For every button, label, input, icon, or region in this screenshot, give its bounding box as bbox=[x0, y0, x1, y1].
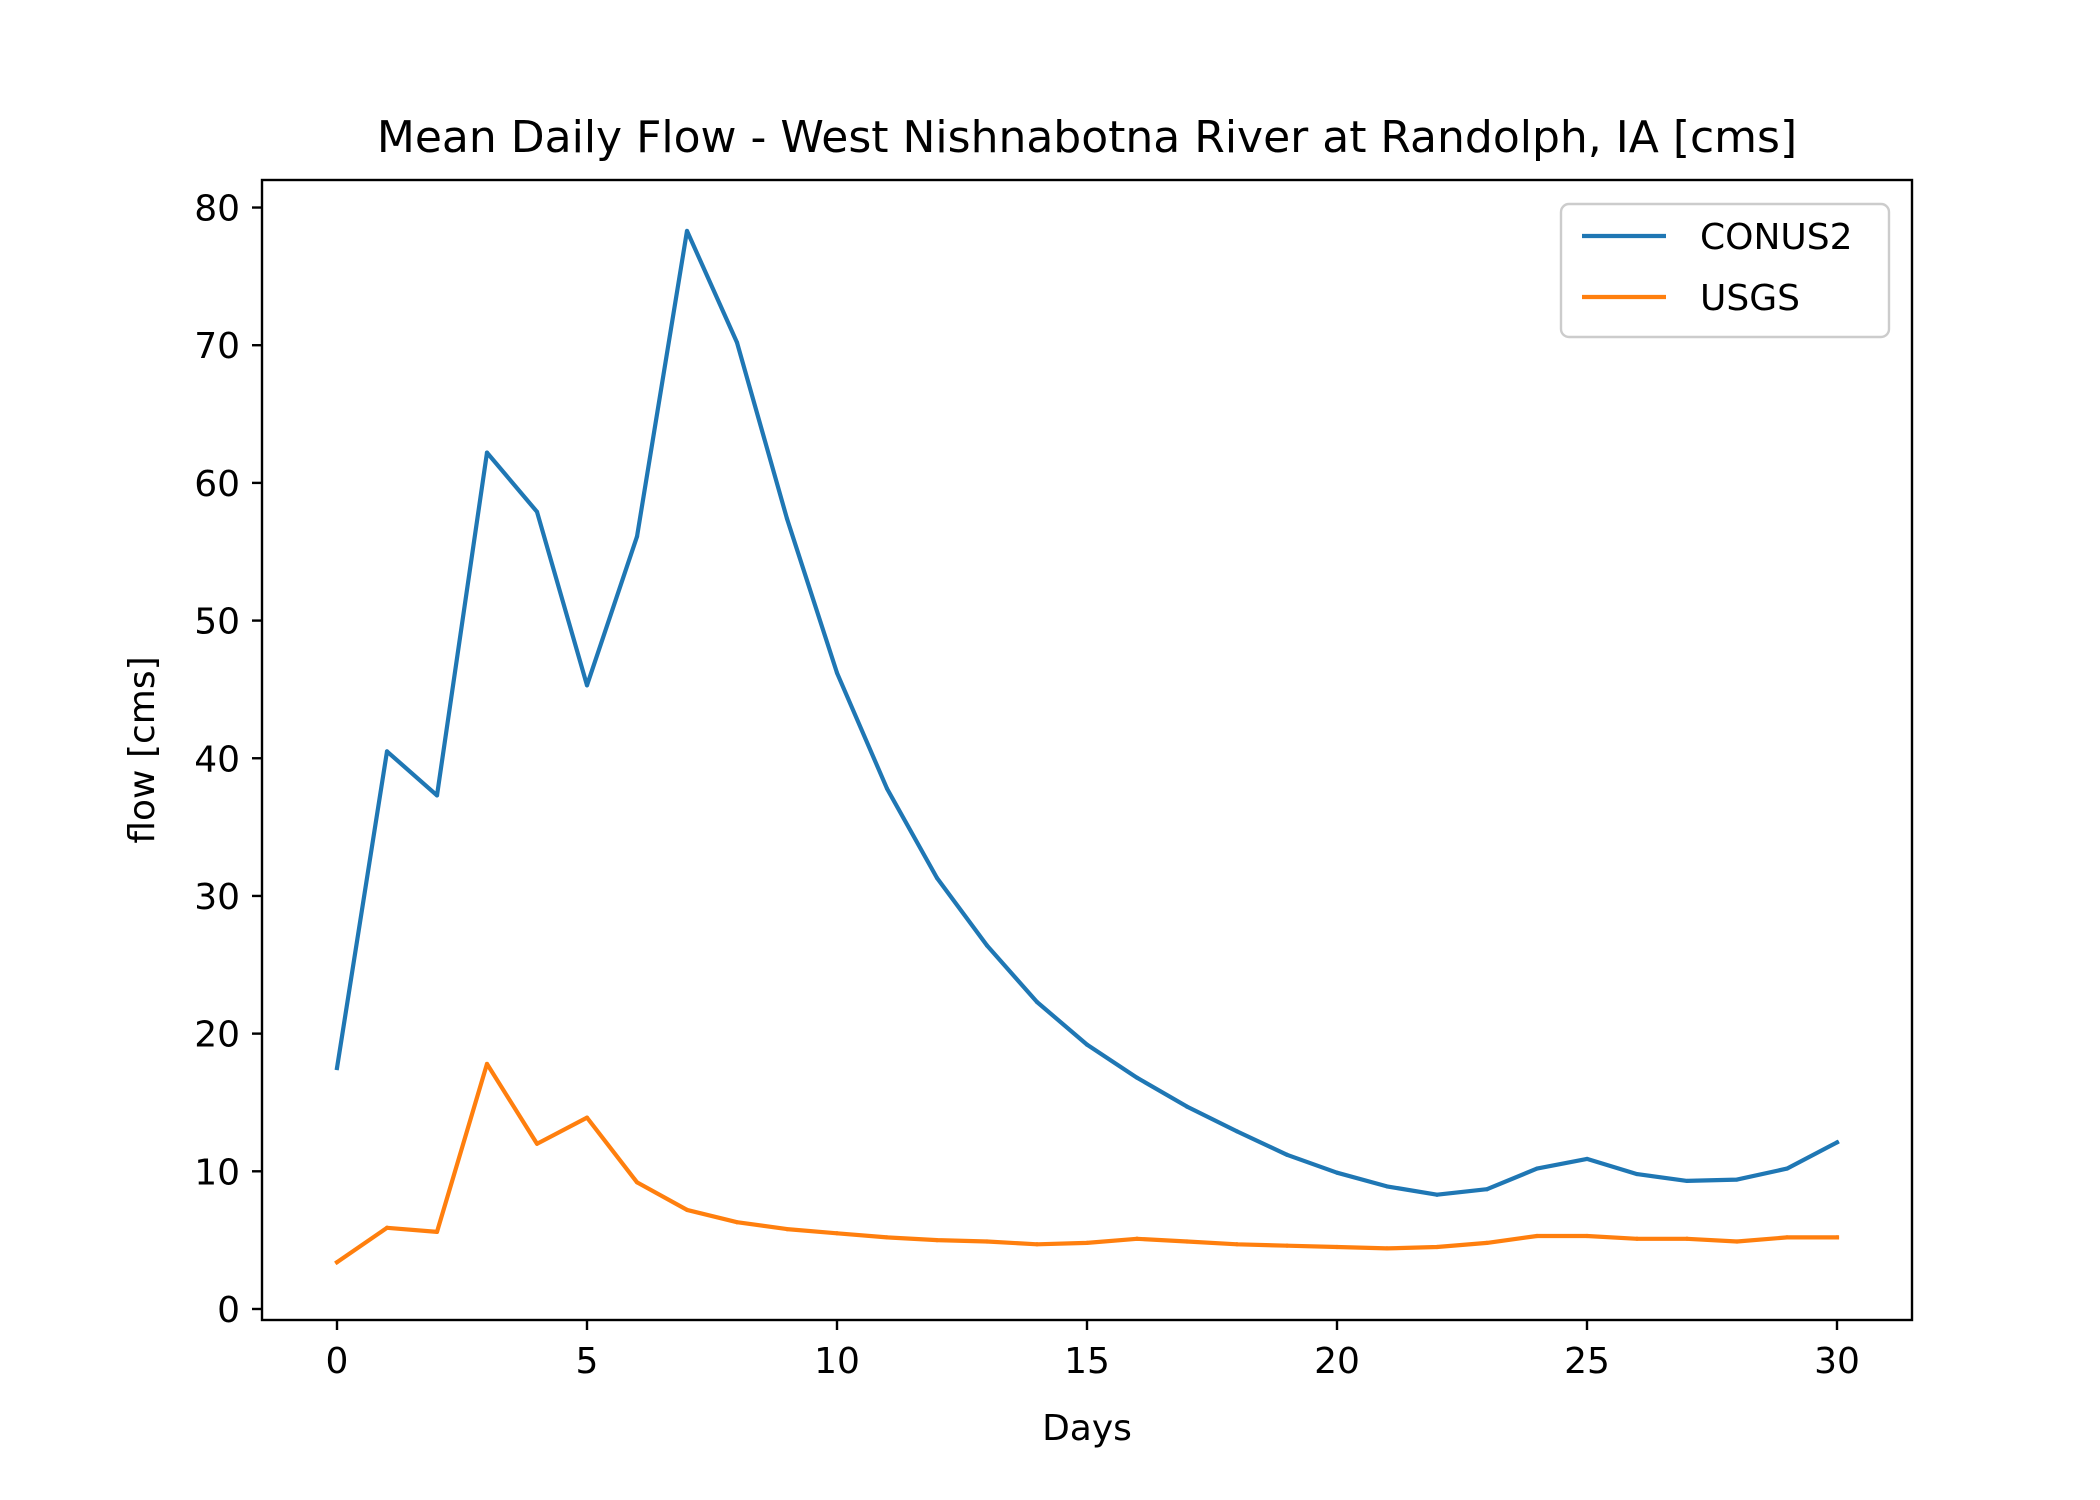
data-point-conus2 bbox=[784, 516, 790, 521]
data-point-usgs bbox=[834, 1231, 840, 1236]
data-point-usgs bbox=[1084, 1240, 1090, 1245]
data-point-usgs bbox=[584, 1115, 590, 1120]
data-point-conus2 bbox=[1384, 1184, 1390, 1189]
y-tick-label: 40 bbox=[194, 739, 240, 780]
data-point-conus2 bbox=[634, 534, 640, 539]
y-tick-label: 50 bbox=[194, 602, 240, 643]
data-point-conus2 bbox=[984, 943, 990, 948]
data-point-conus2 bbox=[484, 450, 490, 455]
data-point-conus2 bbox=[734, 340, 740, 345]
data-point-usgs bbox=[1484, 1240, 1490, 1245]
x-axis-label: Days bbox=[1042, 1408, 1132, 1449]
data-point-usgs bbox=[1034, 1242, 1040, 1247]
legend-label-conus2: CONUS2 bbox=[1700, 217, 1853, 258]
data-point-conus2 bbox=[1034, 999, 1040, 1005]
data-point-conus2 bbox=[934, 875, 940, 881]
data-point-conus2 bbox=[834, 670, 840, 675]
y-axis: 0 10 20 30 40 50 60 70 80 bbox=[194, 189, 262, 1331]
y-tick-label: 70 bbox=[194, 326, 240, 367]
y-axis-label: flow [cms] bbox=[122, 656, 163, 843]
x-tick-label: 25 bbox=[1564, 1341, 1610, 1382]
data-point-conus2 bbox=[1584, 1156, 1590, 1162]
data-point-usgs bbox=[1834, 1235, 1840, 1240]
data-point-conus2 bbox=[1634, 1171, 1640, 1177]
data-point-conus2 bbox=[1784, 1166, 1790, 1171]
x-tick-label: 15 bbox=[1064, 1341, 1110, 1382]
data-point-usgs bbox=[1184, 1239, 1190, 1244]
data-point-usgs bbox=[1684, 1236, 1690, 1241]
data-point-usgs bbox=[1334, 1244, 1340, 1250]
data-point-conus2 bbox=[1734, 1177, 1740, 1182]
data-point-conus2 bbox=[1134, 1075, 1140, 1080]
x-tick-label: 10 bbox=[814, 1341, 860, 1382]
data-point-usgs bbox=[534, 1141, 540, 1146]
data-point-usgs bbox=[634, 1180, 640, 1185]
y-tick-label: 0 bbox=[217, 1290, 240, 1331]
data-point-usgs bbox=[984, 1239, 990, 1244]
data-point-conus2 bbox=[684, 228, 690, 234]
data-point-usgs bbox=[684, 1207, 690, 1212]
data-point-usgs bbox=[384, 1225, 390, 1230]
series-layer bbox=[334, 228, 1840, 1266]
y-tick-label: 30 bbox=[194, 877, 240, 918]
data-point-usgs bbox=[1284, 1243, 1290, 1248]
x-tick-label: 0 bbox=[326, 1341, 349, 1382]
x-tick-label: 5 bbox=[576, 1341, 599, 1382]
data-point-conus2 bbox=[1234, 1129, 1240, 1134]
data-point-conus2 bbox=[384, 749, 390, 754]
data-point-usgs bbox=[884, 1235, 890, 1240]
y-tick-label: 10 bbox=[194, 1152, 240, 1193]
legend-items: CONUS2 USGS bbox=[1582, 217, 1853, 319]
y-tick-label: 20 bbox=[194, 1015, 240, 1056]
data-point-conus2 bbox=[1334, 1170, 1340, 1175]
data-point-conus2 bbox=[1084, 1042, 1090, 1047]
data-point-usgs bbox=[934, 1238, 940, 1243]
chart-title: Mean Daily Flow - West Nishnabotna River… bbox=[377, 112, 1797, 163]
data-point-usgs bbox=[1634, 1236, 1640, 1241]
data-point-conus2 bbox=[1534, 1166, 1540, 1171]
y-tick-label: 80 bbox=[194, 189, 240, 230]
data-point-usgs bbox=[1234, 1242, 1240, 1247]
data-point-conus2 bbox=[1684, 1178, 1690, 1184]
data-point-conus2 bbox=[1484, 1187, 1490, 1192]
data-point-conus2 bbox=[1184, 1104, 1190, 1109]
data-point-usgs bbox=[734, 1220, 740, 1225]
data-point-usgs bbox=[1584, 1233, 1590, 1239]
data-point-conus2 bbox=[434, 793, 440, 798]
data-point-usgs bbox=[1434, 1244, 1440, 1250]
data-point-usgs bbox=[1734, 1239, 1740, 1244]
data-point-usgs bbox=[1784, 1235, 1790, 1240]
data-point-usgs bbox=[784, 1227, 790, 1232]
data-point-usgs bbox=[1134, 1236, 1140, 1241]
data-point-conus2 bbox=[534, 509, 540, 514]
data-point-usgs bbox=[1384, 1246, 1390, 1251]
data-point-usgs bbox=[484, 1061, 490, 1067]
data-point-conus2 bbox=[884, 786, 890, 791]
data-point-conus2 bbox=[334, 1065, 340, 1071]
legend-label-usgs: USGS bbox=[1700, 278, 1800, 319]
data-point-conus2 bbox=[584, 683, 590, 688]
y-tick-label: 60 bbox=[194, 464, 240, 505]
x-tick-label: 20 bbox=[1314, 1341, 1360, 1382]
data-point-conus2 bbox=[1834, 1140, 1840, 1145]
data-point-usgs bbox=[334, 1260, 340, 1265]
data-point-usgs bbox=[1534, 1233, 1540, 1239]
x-axis: 0 5 10 15 20 25 30 bbox=[326, 1320, 1860, 1382]
data-point-conus2 bbox=[1434, 1192, 1440, 1197]
data-point-conus2 bbox=[1284, 1152, 1290, 1157]
data-point-usgs bbox=[434, 1229, 440, 1234]
legend: CONUS2 USGS bbox=[1559, 202, 1891, 339]
x-tick-label: 30 bbox=[1814, 1341, 1860, 1382]
